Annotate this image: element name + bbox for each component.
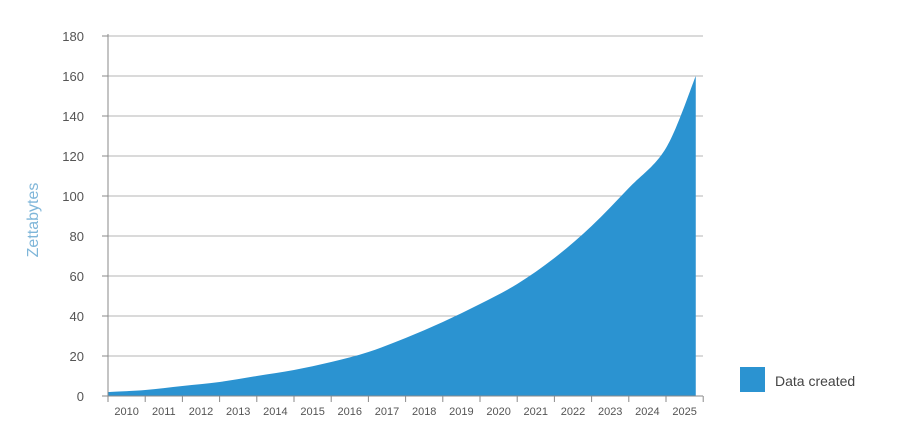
xtick-label-2010: 2010 (114, 406, 138, 418)
xtick-label-2015: 2015 (300, 406, 324, 418)
ytick-label-40: 40 (70, 309, 84, 324)
legend-swatch-data-created (740, 367, 765, 392)
ytick-label-120: 120 (62, 149, 84, 164)
xtick-label-2016: 2016 (338, 406, 362, 418)
xtick-label-2022: 2022 (561, 406, 585, 418)
ytick-label-100: 100 (62, 189, 84, 204)
xtick-label-2019: 2019 (449, 406, 473, 418)
xtick-label-2012: 2012 (189, 406, 213, 418)
ytick-label-180: 180 (62, 29, 84, 44)
ytick-label-20: 20 (70, 349, 84, 364)
xtick-label-2023: 2023 (598, 406, 622, 418)
xtick-label-2014: 2014 (263, 406, 287, 418)
xtick-label-2021: 2021 (524, 406, 548, 418)
ytick-label-60: 60 (70, 269, 84, 284)
ytick-label-80: 80 (70, 229, 84, 244)
ytick-label-140: 140 (62, 109, 84, 124)
legend-label-data-created: Data created (775, 373, 855, 389)
series-area-data-created (108, 76, 696, 396)
ytick-label-0: 0 (77, 389, 84, 404)
xtick-label-2017: 2017 (375, 406, 399, 418)
xtick-label-2011: 2011 (152, 406, 176, 418)
xtick-label-2013: 2013 (226, 406, 250, 418)
xtick-label-2024: 2024 (635, 406, 659, 418)
ytick-label-160: 160 (62, 69, 84, 84)
y-axis-label: Zettabytes (25, 183, 42, 258)
xtick-label-2025: 2025 (672, 406, 696, 418)
xtick-label-2020: 2020 (486, 406, 510, 418)
xtick-label-2018: 2018 (412, 406, 436, 418)
